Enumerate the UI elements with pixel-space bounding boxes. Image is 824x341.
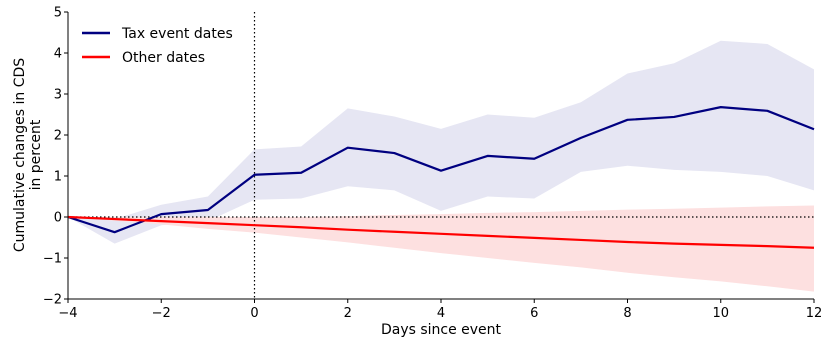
x-tick-label: −4 (58, 306, 77, 321)
y-tick-label: 5 (54, 6, 62, 21)
y-tick-label: 0 (54, 211, 62, 226)
y-tick-label: 1 (54, 170, 62, 185)
legend: Tax event dates Other dates (82, 26, 233, 66)
x-tick-label: 6 (530, 306, 538, 321)
y-tick-label: 2 (54, 129, 62, 144)
y-axis-label-line2: in percent (28, 119, 44, 190)
series-line-other-dates (67, 215, 815, 249)
band-other-dates (68, 205, 814, 292)
x-axis-label: Days since event (381, 322, 502, 338)
series-line-tax-event-dates (67, 106, 815, 234)
x-tick-label: 2 (344, 306, 352, 321)
reference-lines (68, 12, 814, 299)
x-tick-label: −2 (152, 306, 171, 321)
x-tick-label: 0 (250, 306, 258, 321)
x-tick-label: 12 (806, 306, 823, 321)
y-tick-label: −2 (43, 293, 62, 308)
x-tick-label: 4 (437, 306, 445, 321)
series-lines (67, 106, 815, 249)
x-tick-label: 10 (712, 306, 729, 321)
legend-label-tax-event-dates: Tax event dates (121, 26, 233, 42)
y-tick-label: −1 (43, 252, 62, 267)
y-axis-label-line1: Cumulative changes in CDS (12, 58, 28, 252)
x-tick-label: 8 (623, 306, 631, 321)
legend-label-other-dates: Other dates (122, 50, 205, 66)
confidence-bands (68, 40, 814, 292)
y-tick-label: 4 (54, 47, 62, 62)
y-tick-label: 3 (54, 88, 62, 103)
